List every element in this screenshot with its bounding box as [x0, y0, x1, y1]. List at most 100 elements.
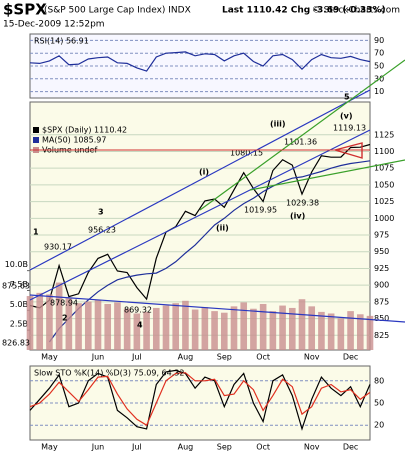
annotation: 930.17 — [44, 243, 72, 252]
annotation: 826.83 — [2, 339, 30, 348]
index-name: (S&P 500 Large Cap Index) INDX — [44, 6, 191, 16]
trend-line — [29, 294, 405, 323]
annotation: 875.63 — [2, 282, 30, 291]
x-tick-label: Oct — [256, 443, 270, 452]
trend-line — [29, 129, 371, 301]
y-tick-label: 1125 — [374, 130, 394, 139]
y-tick-label: 1000 — [374, 214, 394, 223]
series-line — [48, 160, 371, 343]
x-tick-label: Oct — [256, 353, 270, 362]
y-tick-label: 1025 — [374, 197, 394, 206]
series-line — [29, 143, 371, 309]
volume-bar — [75, 303, 82, 350]
annotation: 4 — [137, 321, 143, 330]
panel-title: Slow STO %K(14) %D(3) 75.09, 64.32 — [34, 369, 184, 378]
volume-bar — [201, 307, 209, 350]
volume-bar — [240, 302, 248, 350]
volume-bar — [123, 308, 131, 350]
annotation: 1 — [33, 228, 39, 237]
panel-title: RSI(14) 56.91 — [34, 37, 89, 46]
annotation: (v) — [340, 112, 353, 121]
x-tick-label: Jul — [131, 443, 142, 452]
trend-line — [199, 59, 405, 211]
x-tick-label: May — [41, 353, 58, 362]
volume-bar — [308, 306, 316, 350]
annotation: 3 — [98, 208, 104, 217]
x-tick-label: Aug — [178, 353, 194, 362]
y-tick-label: 950 — [374, 247, 389, 256]
quote: Last 1110.42 Chg -3.69 (-0.33%) — [222, 6, 386, 16]
annotation: 1029.38 — [286, 199, 319, 208]
annotation: 1101.36 — [284, 138, 317, 147]
volume-bar — [366, 315, 374, 350]
volume-bar — [259, 303, 267, 350]
volume-bar — [114, 302, 121, 350]
date: 15-Dec-2009 12:52pm — [3, 20, 105, 30]
volume-bar — [211, 311, 218, 350]
annotation: 2 — [62, 314, 68, 323]
symbol: $SPX — [3, 1, 47, 19]
legend-swatch — [33, 127, 39, 133]
x-tick-label: Nov — [304, 443, 320, 452]
x-tick-label: Sep — [217, 443, 232, 452]
y2-tick-label: 7.5B — [10, 280, 28, 289]
legend-label: MA(50) 1085.97 — [42, 136, 106, 145]
volume-bar — [337, 318, 345, 350]
volume-bar — [327, 313, 335, 350]
volume-bar — [94, 300, 102, 350]
volume-bar — [55, 282, 63, 350]
y-tick-label: 90 — [374, 36, 384, 45]
annotation: (ii) — [216, 224, 229, 233]
volume-bar — [191, 309, 199, 350]
x-tick-label: Dec — [343, 353, 358, 362]
y-tick-label: 50 — [374, 62, 384, 71]
trend-lines — [29, 59, 405, 323]
volume-bar — [143, 311, 150, 350]
volume-bar — [288, 307, 296, 350]
volume-bar — [318, 311, 325, 350]
y2-tick-label: 5.0B — [10, 300, 28, 309]
volume-bar — [269, 311, 277, 350]
annotation: 869.32 — [124, 306, 152, 315]
x-tick-label: Aug — [178, 443, 194, 452]
annotation: 1080.15 — [230, 149, 263, 158]
y-tick-label: 1075 — [374, 164, 394, 173]
y-tick-label: 1100 — [374, 147, 394, 156]
y-tick-label: 875 — [374, 297, 389, 306]
legend-swatch — [33, 137, 39, 143]
triangle — [334, 142, 363, 159]
x-tick-label: Sep — [217, 353, 232, 362]
volume-bar — [133, 313, 141, 350]
volume-bar — [298, 299, 306, 350]
y2-tick-label: 2.5B — [10, 320, 28, 329]
trend-line — [29, 89, 371, 271]
y-tick-label: 975 — [374, 231, 389, 240]
x-tick-label: Jun — [91, 443, 105, 452]
volume-bar — [182, 300, 189, 350]
annotation: 878.94 — [50, 299, 78, 308]
y-tick-label: 1050 — [374, 180, 394, 189]
volume-bar — [26, 296, 34, 350]
legend-label: $SPX (Daily) 1110.42 — [42, 126, 127, 135]
annotation: (iv) — [290, 212, 305, 221]
series-line — [29, 369, 371, 431]
y-tick-label: 900 — [374, 281, 389, 290]
volume-bar — [347, 311, 354, 350]
volume-bar — [220, 312, 228, 350]
y-tick-label: 50 — [374, 399, 384, 408]
volume-bar — [84, 301, 92, 350]
y-tick-label: 70 — [374, 49, 384, 58]
annotation: 956.23 — [88, 226, 116, 235]
y-tick-label: 925 — [374, 264, 389, 273]
x-tick-label: Nov — [304, 353, 320, 362]
y-tick-label: 80 — [374, 376, 384, 385]
annotation: 5 — [344, 93, 350, 102]
volume-bar — [152, 307, 160, 350]
annotation: (iii) — [270, 120, 286, 129]
volume-bar — [230, 306, 238, 350]
x-tick-label: Jul — [131, 353, 142, 362]
x-tick-label: Jun — [91, 353, 105, 362]
volume-bar — [46, 294, 53, 350]
panels — [29, 33, 371, 441]
